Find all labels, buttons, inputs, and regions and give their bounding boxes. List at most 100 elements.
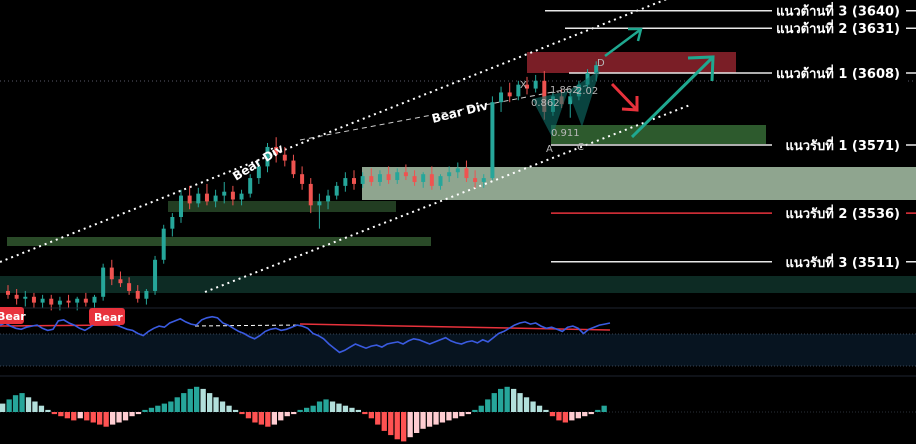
candle-body bbox=[369, 176, 374, 182]
candle-body bbox=[386, 174, 391, 181]
candle-body bbox=[75, 298, 80, 303]
histogram-bar bbox=[155, 405, 161, 412]
histogram-bar bbox=[194, 386, 200, 412]
candle-body bbox=[568, 96, 573, 105]
channel-upper-line bbox=[0, 0, 668, 263]
fib-ratio-202: 2.02 bbox=[576, 86, 598, 97]
histogram-bar bbox=[349, 407, 355, 412]
histogram-bar bbox=[323, 399, 329, 412]
candle-body bbox=[49, 298, 54, 305]
histogram-bar bbox=[388, 412, 394, 436]
candle-body bbox=[282, 154, 287, 161]
histogram-bar bbox=[232, 409, 239, 412]
candle-body bbox=[92, 296, 97, 303]
histogram-bar bbox=[446, 412, 452, 421]
candle-body bbox=[464, 168, 469, 179]
candle-body bbox=[135, 290, 140, 299]
histogram-bar bbox=[19, 393, 25, 412]
histogram-bar bbox=[582, 412, 588, 417]
candle-body bbox=[455, 168, 460, 173]
histogram-bar bbox=[226, 405, 232, 412]
channel-lower-line bbox=[204, 104, 691, 293]
harmonic-triangle-xac bbox=[532, 91, 568, 137]
histogram-bar bbox=[381, 412, 387, 431]
histogram-bar bbox=[414, 412, 420, 433]
histogram-bar bbox=[219, 401, 226, 412]
candle-body bbox=[490, 102, 495, 179]
arrow-up-small bbox=[604, 27, 643, 58]
level-label-background bbox=[772, 204, 906, 223]
histogram-bar bbox=[258, 412, 264, 425]
candle-body bbox=[507, 92, 512, 97]
candle-body bbox=[40, 298, 45, 303]
histogram-bar bbox=[426, 412, 433, 427]
candle-body bbox=[101, 267, 106, 297]
candle-body bbox=[343, 178, 348, 186]
bear-tag-right-text: Bear bbox=[94, 311, 123, 324]
histogram-bar bbox=[569, 412, 575, 421]
support-zone-1 bbox=[551, 125, 766, 144]
histogram-bar bbox=[291, 412, 297, 415]
candle-body bbox=[516, 84, 521, 97]
histogram-bar bbox=[148, 407, 155, 412]
histogram-bar bbox=[174, 397, 180, 412]
candle-body bbox=[308, 183, 313, 206]
level-label: แนวรับที่ 2 (3536) bbox=[785, 204, 900, 222]
candle-body bbox=[127, 283, 132, 291]
candle-body bbox=[412, 176, 417, 182]
histogram-bar bbox=[329, 401, 336, 412]
histogram-bar bbox=[200, 388, 206, 412]
histogram-bar bbox=[310, 405, 316, 412]
candle-body bbox=[473, 178, 478, 182]
candle-body bbox=[248, 178, 253, 194]
histogram-bar bbox=[394, 412, 400, 440]
candle-body bbox=[438, 176, 443, 186]
histogram-bar bbox=[478, 405, 484, 412]
histogram-bar bbox=[64, 412, 70, 419]
rsi-pane: Bear Bear bbox=[0, 307, 916, 367]
histogram bbox=[0, 386, 607, 442]
histogram-bar bbox=[543, 409, 549, 412]
rsi-divergence-line-left bbox=[0, 324, 121, 327]
level-label: แนวต้านที่ 2 (3631) bbox=[776, 19, 900, 37]
histogram-bar bbox=[459, 412, 465, 417]
candle-body bbox=[525, 84, 529, 89]
histogram-bar bbox=[368, 412, 374, 419]
histogram-bar bbox=[562, 412, 568, 423]
histogram-bar bbox=[213, 397, 219, 412]
candle-body bbox=[274, 146, 279, 155]
level-label: แนวรับที่ 1 (3571) bbox=[785, 136, 900, 154]
level-lines: แนวต้านที่ 3 (3640)แนวต้านที่ 2 (3631) แน… bbox=[545, 1, 916, 271]
candle-body bbox=[187, 195, 192, 204]
bear-tag-left: Bear bbox=[0, 307, 26, 324]
candle-body bbox=[499, 92, 504, 103]
histogram-bar bbox=[511, 388, 517, 412]
candle-body bbox=[447, 172, 452, 177]
histogram-bar bbox=[433, 412, 439, 425]
histogram-bar bbox=[336, 403, 342, 412]
histogram-bar bbox=[284, 412, 290, 417]
bear-tag-left-text: Bear bbox=[0, 310, 26, 323]
candle-body bbox=[118, 279, 123, 284]
histogram-bar bbox=[51, 412, 57, 415]
histogram-bar bbox=[103, 412, 109, 427]
candle-body bbox=[334, 185, 339, 196]
histogram-bar bbox=[12, 395, 19, 412]
histogram-bar bbox=[161, 403, 167, 412]
candle-body bbox=[326, 195, 331, 202]
fib-ratio-0862: 0.862 bbox=[531, 98, 560, 109]
histogram-bar bbox=[90, 412, 96, 423]
candle-body bbox=[144, 290, 149, 299]
histogram-bar bbox=[316, 401, 323, 412]
candle-body bbox=[377, 174, 382, 182]
histogram-bar bbox=[498, 388, 504, 412]
histogram-bar bbox=[491, 393, 497, 412]
harmonic-point-c: C bbox=[577, 142, 584, 153]
histogram-bar bbox=[556, 412, 562, 421]
histogram-bar bbox=[25, 397, 32, 412]
level-label-background bbox=[772, 64, 906, 82]
histogram-bar bbox=[239, 412, 245, 415]
candle-body bbox=[109, 267, 114, 280]
